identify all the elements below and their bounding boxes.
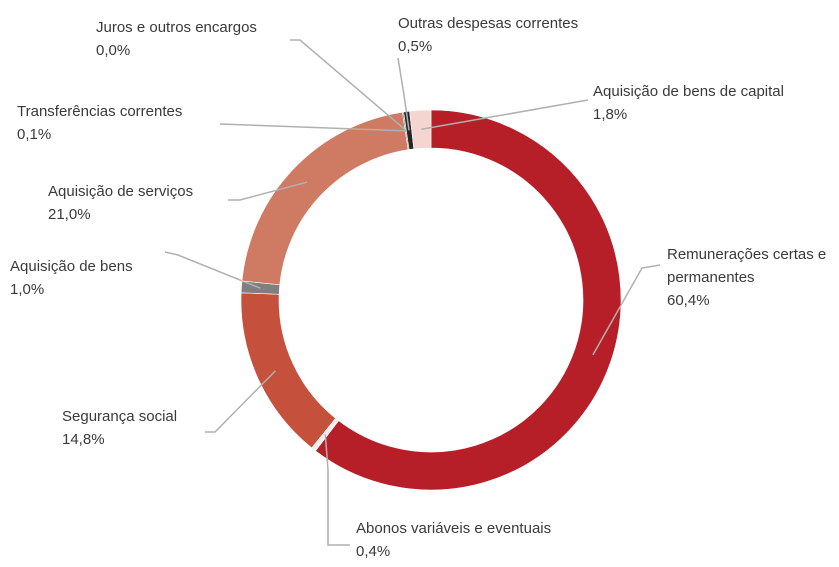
value-label: 1,8%: [593, 106, 628, 123]
donut-segment: [315, 109, 622, 491]
value-label: 14,8%: [62, 431, 105, 448]
slice-label: Aquisição de serviços 21,0%: [48, 180, 193, 226]
leader-line: [421, 99, 589, 131]
slice-label: Aquisição de bens de capital 1,8%: [593, 80, 784, 126]
slice-label: Abonos variáveis e eventuais 0,4%: [356, 517, 551, 563]
leader-line: [228, 181, 308, 201]
slice-label: Remunerações certas e permanentes 60,4%: [667, 243, 827, 312]
leader-line: [324, 434, 350, 546]
leader-line: [219, 123, 406, 132]
leader-line: [205, 370, 276, 433]
leader-line: [164, 251, 261, 289]
slice-label: Juros e outros encargos 0,0%: [96, 16, 257, 62]
category-label: Aquisição de bens de capital: [593, 83, 784, 100]
category-label: Juros e outros encargos: [96, 19, 257, 36]
category-label: Segurança social: [62, 408, 178, 425]
category-label: Outras despesas correntes: [398, 15, 579, 32]
slice-label: Segurança social 14,8%: [62, 405, 177, 451]
category-label: Aquisição de bens: [10, 258, 133, 275]
slice-label: Transferências correntes 0,1%: [17, 100, 182, 146]
category-label: Transferências correntes: [17, 103, 183, 120]
donut-segment: [240, 292, 337, 449]
value-label: 0,4%: [356, 543, 391, 560]
category-label: Remunerações certas e permanentes: [667, 246, 827, 286]
value-label: 21,0%: [48, 206, 91, 223]
category-label: Aquisição de serviços: [48, 183, 194, 200]
slice-label: Outras despesas correntes 0,5%: [398, 12, 578, 58]
leader-line: [290, 39, 407, 132]
value-label: 1,0%: [10, 281, 45, 298]
value-label: 0,5%: [398, 38, 433, 55]
donut-segment: [241, 111, 409, 286]
value-label: 60,4%: [667, 292, 710, 309]
value-label: 0,0%: [96, 42, 131, 59]
leader-line: [592, 264, 661, 356]
value-label: 0,1%: [17, 126, 52, 143]
slice-label: Aquisição de bens 1,0%: [10, 255, 133, 301]
donut-segment: [409, 109, 432, 150]
leader-line: [397, 57, 410, 131]
category-label: Abonos variáveis e eventuais: [356, 520, 552, 537]
